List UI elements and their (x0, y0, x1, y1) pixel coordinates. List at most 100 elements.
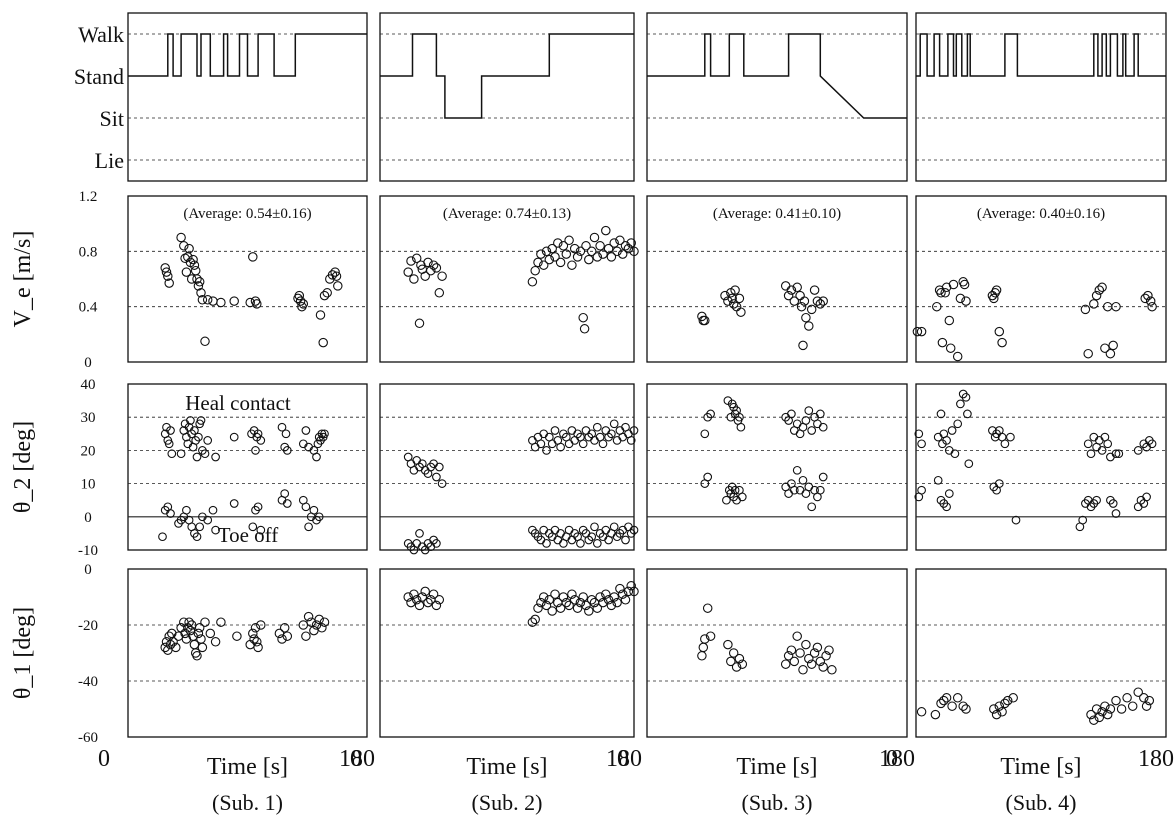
y-tick-label: 0.4 (79, 300, 98, 316)
data-point (281, 429, 291, 439)
data-point (569, 595, 580, 605)
panel-r1-c4 (915, 12, 1167, 182)
data-point (194, 277, 205, 287)
data-point (406, 256, 416, 266)
data-point (249, 634, 259, 644)
x-tick-label: 180 (339, 746, 375, 772)
data-point (572, 252, 583, 262)
data-point (956, 399, 965, 409)
data-point (734, 653, 745, 664)
data-point (603, 595, 614, 605)
data-point (200, 617, 210, 627)
data-point (621, 535, 630, 545)
data-point (530, 614, 540, 625)
data-point (539, 429, 549, 439)
panel-r2-c3 (646, 195, 908, 363)
data-point (961, 704, 971, 714)
data-point (801, 639, 811, 650)
data-point (282, 631, 293, 641)
data-point (437, 271, 447, 281)
data-point (736, 422, 746, 432)
data-point (414, 600, 425, 611)
data-point (533, 257, 543, 268)
data-point (598, 597, 608, 608)
data-point (555, 603, 566, 613)
data-point (615, 235, 625, 246)
data-point (229, 499, 239, 508)
data-point (564, 439, 574, 449)
data-point (315, 310, 326, 320)
data-point (700, 315, 710, 326)
data-point (584, 254, 594, 265)
data-point (330, 267, 340, 277)
data-point (572, 603, 583, 613)
data-point (553, 238, 563, 248)
panel-frame (915, 568, 1167, 738)
data-point (1141, 701, 1152, 711)
data-point (964, 459, 974, 469)
data-point (1108, 340, 1118, 351)
data-point (612, 597, 622, 608)
data-point (792, 631, 802, 641)
x-axis-label: Time [s] (736, 754, 817, 780)
data-point (567, 426, 577, 435)
data-point (1114, 449, 1124, 459)
data-point (280, 489, 290, 498)
data-point (208, 505, 218, 515)
state-label-sit: Sit (100, 106, 124, 131)
data-point (798, 340, 808, 351)
data-point (250, 623, 261, 633)
data-point (592, 603, 603, 613)
data-point (1094, 436, 1104, 445)
data-point (248, 252, 258, 262)
data-point (736, 307, 746, 317)
data-point (252, 637, 262, 647)
data-point (798, 665, 808, 675)
data-point (815, 299, 826, 309)
data-point (160, 642, 170, 653)
data-point (807, 426, 817, 435)
data-point (248, 522, 258, 532)
data-point (620, 241, 631, 251)
data-point (1083, 439, 1093, 449)
data-point (623, 586, 634, 597)
data-point (428, 260, 439, 270)
panel-frame (127, 195, 368, 363)
data-point (1094, 285, 1105, 295)
data-point (942, 436, 951, 445)
data-point (426, 265, 436, 276)
data-point (706, 409, 715, 419)
data-point (567, 589, 577, 599)
data-point (936, 288, 946, 298)
data-point (735, 412, 744, 422)
data-point (731, 662, 742, 672)
y-tick-label: 0 (84, 510, 92, 526)
data-point (914, 429, 924, 439)
data-point (327, 270, 338, 280)
subject-label: (Sub. 3) (742, 790, 813, 815)
data-point (197, 295, 208, 305)
data-point (558, 241, 569, 251)
panel-r4-c3 (646, 568, 908, 738)
data-point (1097, 707, 1107, 717)
data-point (564, 525, 574, 535)
panel-r2-c2 (379, 195, 639, 363)
data-point (994, 701, 1005, 711)
data-point (183, 252, 193, 262)
data-point (815, 409, 825, 419)
data-point (1108, 499, 1118, 508)
data-point (569, 243, 580, 254)
y-tick-label: 30 (81, 410, 96, 426)
data-point (581, 600, 591, 611)
state-trace (128, 33, 367, 77)
data-point (417, 592, 428, 602)
data-point (256, 620, 266, 630)
x-tick-label: 0 (617, 746, 629, 772)
panel-r3-c2 (379, 383, 639, 555)
data-point (815, 485, 825, 495)
data-point (1105, 348, 1116, 359)
data-point (592, 539, 602, 548)
data-point (575, 246, 586, 257)
data-point (789, 485, 799, 495)
data-point (991, 285, 1002, 295)
